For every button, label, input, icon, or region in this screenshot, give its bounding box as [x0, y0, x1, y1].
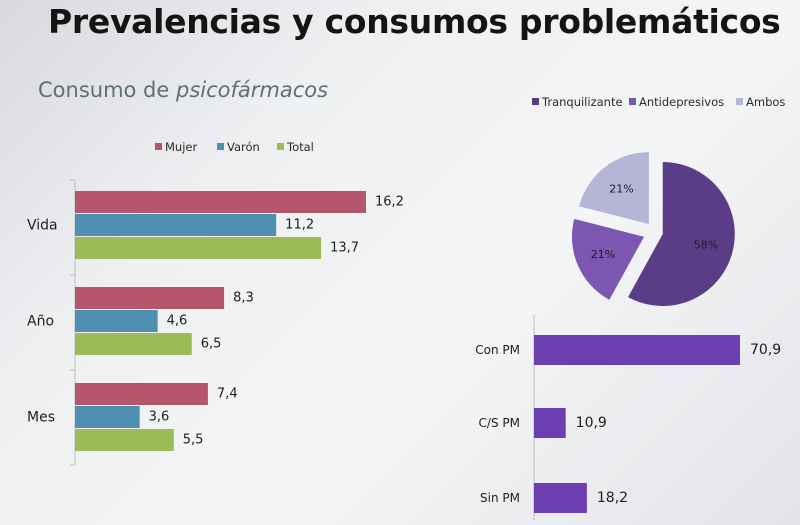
pie-chart: 58% 21% 21% Tranquilizante Antidepresivos Amb…: [532, 95, 785, 306]
pm-data-label: 10,9: [576, 415, 607, 431]
pie-legend-entry: Antidepresivos: [639, 95, 724, 109]
pm-data-label: 18,2: [597, 490, 628, 506]
data-label: 5,5: [183, 433, 204, 448]
page-title: Prevalencias y consumos problemáticos: [48, 2, 781, 41]
pie-legend-swatch: [629, 98, 636, 105]
category-label: Año: [27, 314, 54, 330]
pie-slice-tranquilizante: [628, 161, 735, 306]
data-label: 6,5: [201, 337, 222, 352]
pie-legend-swatch: [532, 98, 539, 105]
data-label: 8,3: [233, 291, 254, 306]
data-label: 3,6: [149, 410, 170, 425]
legend-entry: Mujer: [165, 140, 197, 154]
category-label: Vida: [27, 218, 58, 234]
pie-legend-entry: Tranquilizante: [541, 95, 623, 109]
legend-entry: Varón: [227, 140, 260, 154]
bar-varn-1: [75, 310, 158, 332]
data-label: 13,7: [330, 241, 359, 256]
legend-swatch: [155, 143, 162, 150]
bar-total-0: [75, 237, 322, 259]
chart-subtitle: Consumo de psicofármacos: [38, 78, 328, 102]
data-label: 11,2: [285, 218, 314, 233]
pm-category-label: C/S PM: [479, 416, 520, 430]
pie-legend-swatch: [736, 98, 743, 105]
data-label: 7,4: [217, 387, 238, 402]
legend-swatch: [277, 143, 284, 150]
subtitle-prefix: Consumo de: [38, 78, 176, 102]
bar-varn-0: [75, 214, 277, 236]
bar-total-1: [75, 333, 192, 355]
bar-varn-2: [75, 406, 140, 428]
pm-bar-1: [534, 408, 566, 438]
pm-bar-chart: 70,9 Con PM 10,9 C/S PM 18,2 Sin PM: [475, 315, 781, 520]
subtitle-italic: psicofármacos: [175, 78, 329, 102]
pm-category-label: Sin PM: [480, 491, 520, 505]
legend-entry: Total: [286, 140, 314, 154]
pm-bar-2: [534, 483, 587, 513]
prevalence-bar-chart: 16,2 11,2 13,7 Vida 8,3 4,6 6,5 Año 7,4 3,6 5,5 Mes…: [27, 140, 404, 466]
bar-mujer-0: [75, 191, 366, 213]
pm-category-label: Con PM: [475, 343, 520, 357]
pie-data-label: 21%: [591, 248, 615, 261]
pie-slice-ambos: [579, 152, 649, 225]
data-label: 16,2: [375, 195, 404, 210]
legend-swatch: [217, 143, 224, 150]
pie-data-label: 58%: [694, 239, 718, 252]
pie-data-label: 21%: [609, 182, 633, 195]
bar-mujer-1: [75, 287, 225, 309]
bar-total-2: [75, 429, 174, 451]
category-label: Mes: [27, 410, 55, 426]
pie-legend-entry: Ambos: [746, 95, 785, 109]
pie-slice-antidepresivos: [571, 218, 644, 300]
bar-mujer-2: [75, 383, 208, 405]
pm-bar-0: [534, 335, 740, 365]
data-label: 4,6: [167, 314, 188, 329]
pm-data-label: 70,9: [750, 342, 781, 358]
